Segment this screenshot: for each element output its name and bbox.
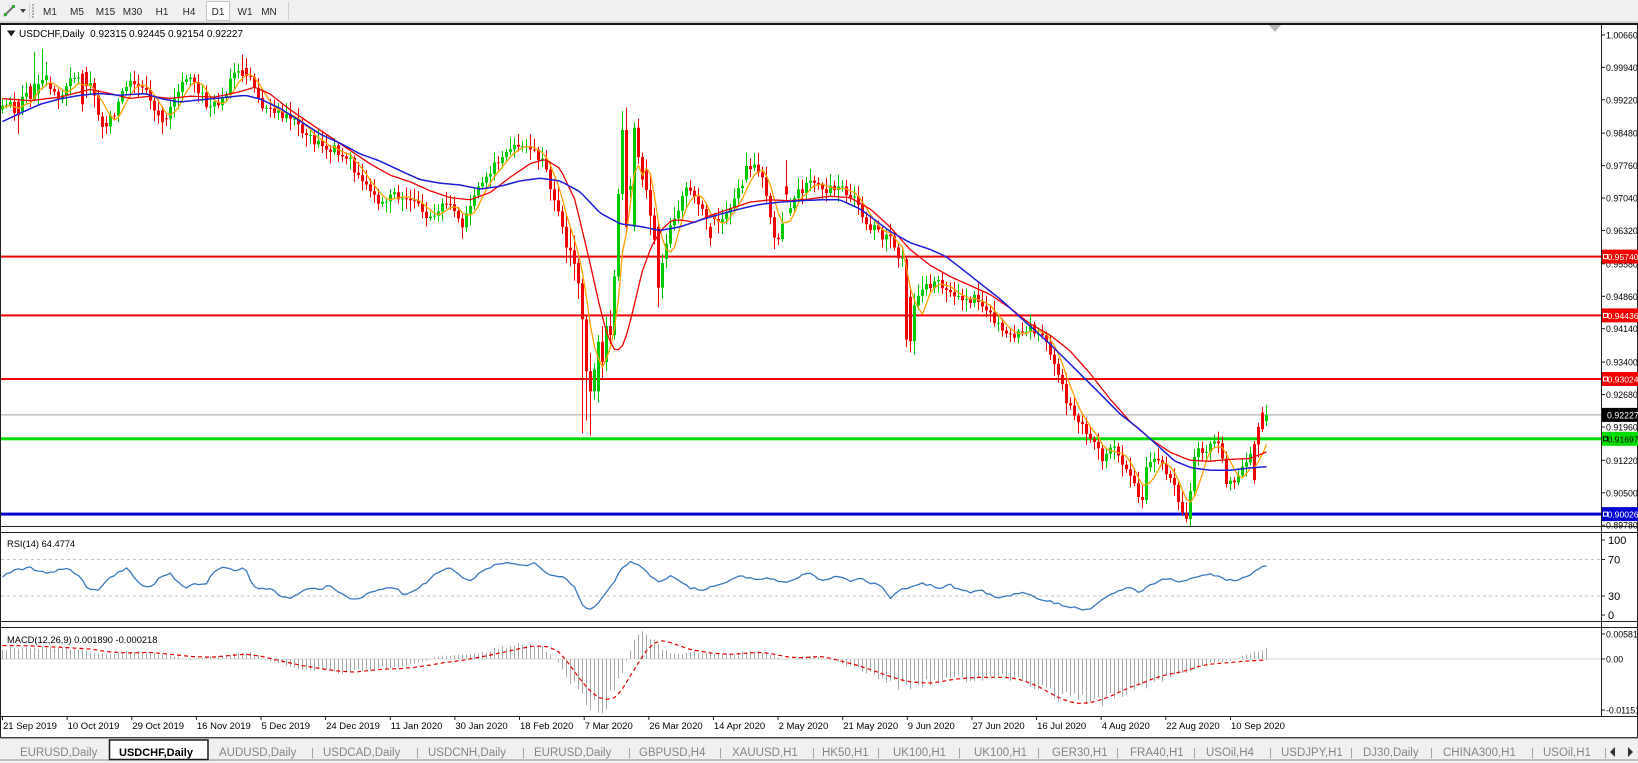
svg-text:M15: M15 (96, 7, 116, 18)
svg-text:0.99220: 0.99220 (1606, 95, 1638, 105)
svg-text:0.96320: 0.96320 (1606, 226, 1638, 236)
svg-text:0.94436: 0.94436 (1608, 311, 1638, 321)
svg-text:USDJPY,H1: USDJPY,H1 (1281, 747, 1343, 759)
svg-text:USDCHF,Daily: USDCHF,Daily (119, 747, 194, 759)
svg-text:0.89780: 0.89780 (1606, 521, 1638, 531)
svg-text:26 Mar 2020: 26 Mar 2020 (649, 721, 702, 732)
svg-text:-0.011514: -0.011514 (1606, 706, 1638, 716)
svg-text:5 Dec 2019: 5 Dec 2019 (262, 721, 311, 732)
svg-text:10 Sep 2020: 10 Sep 2020 (1231, 721, 1285, 732)
svg-text:7 Mar 2020: 7 Mar 2020 (585, 721, 633, 732)
svg-text:14 Apr 2020: 14 Apr 2020 (714, 721, 765, 732)
svg-text:0: 0 (1608, 610, 1614, 622)
svg-text:11 Jan 2020: 11 Jan 2020 (391, 721, 443, 732)
svg-text:|: | (958, 747, 961, 759)
svg-text:USDCNH,Daily: USDCNH,Daily (428, 747, 506, 759)
svg-text:CHINA300,H1: CHINA300,H1 (1443, 747, 1516, 759)
svg-text:0.90026: 0.90026 (1608, 510, 1638, 520)
svg-text:MACD(12,26,9) 0.001890 -0.0002: MACD(12,26,9) 0.001890 -0.000218 (7, 635, 157, 645)
svg-text:70: 70 (1608, 555, 1620, 567)
svg-text:|: | (1037, 747, 1040, 759)
svg-text:M5: M5 (70, 7, 84, 18)
svg-text:0.00: 0.00 (1606, 655, 1623, 665)
svg-text:30 Jan 2020: 30 Jan 2020 (455, 721, 507, 732)
svg-text:0.92680: 0.92680 (1606, 390, 1638, 400)
svg-text:0.99940: 0.99940 (1606, 63, 1638, 73)
svg-text:2 May 2020: 2 May 2020 (779, 721, 829, 732)
svg-text:USDCHF,Daily 0.92315 0.92445: USDCHF,Daily 0.92315 0.92445 0.92154 0.9… (19, 29, 243, 40)
svg-text:30: 30 (1608, 591, 1620, 603)
svg-text:0.95740: 0.95740 (1608, 252, 1638, 262)
svg-text:0.93400: 0.93400 (1606, 358, 1638, 368)
svg-text:M30: M30 (123, 7, 143, 18)
svg-text:MN: MN (261, 7, 277, 18)
svg-text:|: | (628, 747, 631, 759)
svg-text:|: | (416, 747, 419, 759)
svg-text:|: | (1269, 747, 1272, 759)
svg-text:21 Sep 2019: 21 Sep 2019 (3, 721, 57, 732)
svg-text:USDCAD,Daily: USDCAD,Daily (323, 747, 401, 759)
svg-text:|: | (311, 747, 314, 759)
svg-text:AUDUSD,Daily: AUDUSD,Daily (219, 747, 297, 759)
svg-text:24 Dec 2019: 24 Dec 2019 (326, 721, 380, 732)
svg-text:0.91697: 0.91697 (1608, 434, 1638, 444)
svg-text:0.94860: 0.94860 (1606, 292, 1638, 302)
svg-text:EURUSD,Daily: EURUSD,Daily (20, 747, 98, 759)
svg-text:H1: H1 (156, 7, 169, 18)
svg-text:16 Nov 2019: 16 Nov 2019 (197, 721, 251, 732)
svg-text:29 Oct 2019: 29 Oct 2019 (132, 721, 184, 732)
svg-text:|: | (1430, 747, 1433, 759)
svg-text:UK100,H1: UK100,H1 (893, 747, 946, 759)
svg-text:27 Jun 2020: 27 Jun 2020 (972, 721, 1024, 732)
svg-text:18 Feb 2020: 18 Feb 2020 (520, 721, 573, 732)
svg-text:D1: D1 (212, 7, 225, 18)
svg-text:21 May 2020: 21 May 2020 (843, 721, 898, 732)
svg-text:0.97760: 0.97760 (1606, 161, 1638, 171)
svg-text:16 Jul 2020: 16 Jul 2020 (1037, 721, 1086, 732)
svg-text:4 Aug 2020: 4 Aug 2020 (1102, 721, 1150, 732)
svg-text:|: | (812, 747, 815, 759)
svg-text:22 Aug 2020: 22 Aug 2020 (1166, 721, 1219, 732)
svg-text:0.98480: 0.98480 (1606, 129, 1638, 139)
svg-text:1.00660: 1.00660 (1606, 30, 1638, 40)
svg-text:GER30,H1: GER30,H1 (1052, 747, 1108, 759)
svg-text:|: | (719, 747, 722, 759)
svg-text:|: | (1604, 747, 1607, 759)
svg-text:|: | (1116, 747, 1119, 759)
svg-text:FRA40,H1: FRA40,H1 (1130, 747, 1184, 759)
svg-text:DJ30,Daily: DJ30,Daily (1363, 747, 1419, 759)
svg-text:HK50,H1: HK50,H1 (822, 747, 869, 759)
svg-text:0.94140: 0.94140 (1606, 324, 1638, 334)
svg-text:0.93024: 0.93024 (1608, 375, 1638, 385)
svg-text:0.91960: 0.91960 (1606, 423, 1638, 433)
svg-text:W1: W1 (238, 7, 253, 18)
svg-text:9 Jun 2020: 9 Jun 2020 (908, 721, 955, 732)
svg-text:0.90500: 0.90500 (1606, 488, 1638, 498)
svg-text:GBPUSD,H4: GBPUSD,H4 (639, 747, 706, 759)
svg-text:0.95580: 0.95580 (1606, 259, 1638, 269)
svg-text:100: 100 (1608, 535, 1626, 547)
svg-text:XAUUSD,H1: XAUUSD,H1 (732, 747, 798, 759)
svg-text:0.97040: 0.97040 (1606, 194, 1638, 204)
svg-text:0.92227: 0.92227 (1607, 410, 1638, 420)
svg-text:|: | (877, 747, 880, 759)
svg-text:USOil,H4: USOil,H4 (1206, 747, 1255, 759)
svg-text:UK100,H1: UK100,H1 (974, 747, 1027, 759)
svg-text:H4: H4 (183, 7, 196, 18)
svg-text:|: | (1531, 747, 1534, 759)
svg-text:10 Oct 2019: 10 Oct 2019 (68, 721, 120, 732)
svg-text:0.005818: 0.005818 (1606, 630, 1638, 640)
svg-text:M1: M1 (43, 7, 57, 18)
svg-text:|: | (1193, 747, 1196, 759)
svg-text:USOil,H1: USOil,H1 (1543, 747, 1591, 759)
svg-text:RSI(14) 64.4774: RSI(14) 64.4774 (7, 539, 75, 549)
svg-text:0.91220: 0.91220 (1606, 456, 1638, 466)
svg-text:|: | (522, 747, 525, 759)
svg-text:EURUSD,Daily: EURUSD,Daily (534, 747, 612, 759)
svg-text:|: | (1350, 747, 1353, 759)
